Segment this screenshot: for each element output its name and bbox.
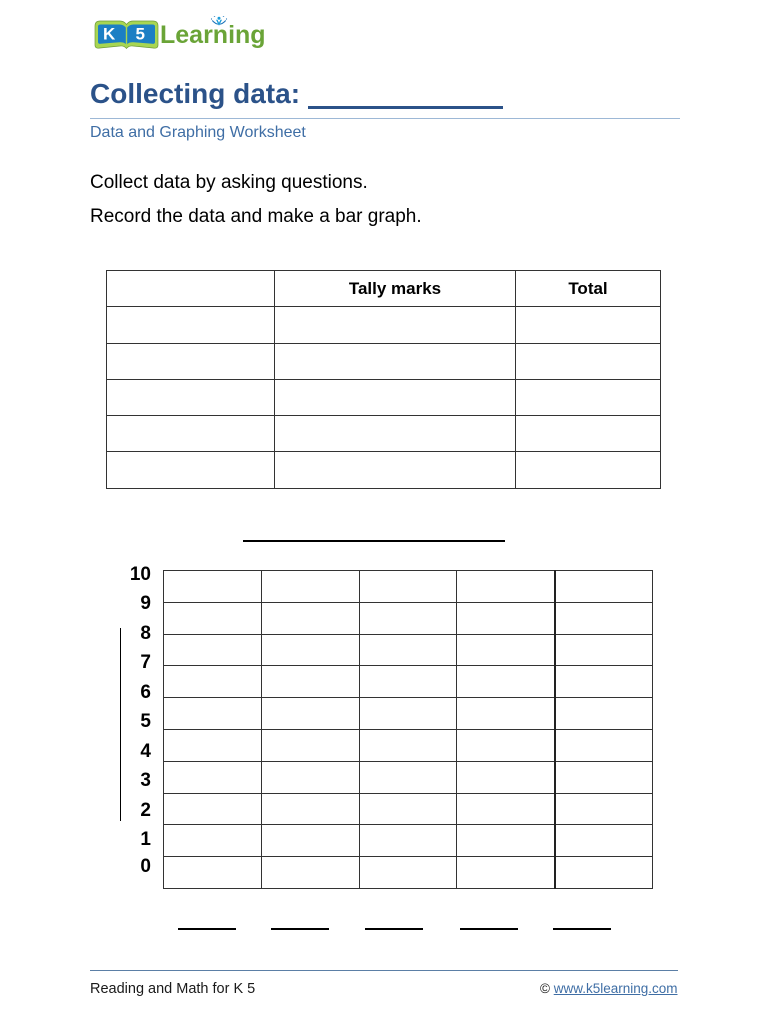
svg-text:K: K <box>103 25 116 44</box>
svg-text:Learning: Learning <box>160 21 266 49</box>
svg-text:5: 5 <box>136 25 145 44</box>
